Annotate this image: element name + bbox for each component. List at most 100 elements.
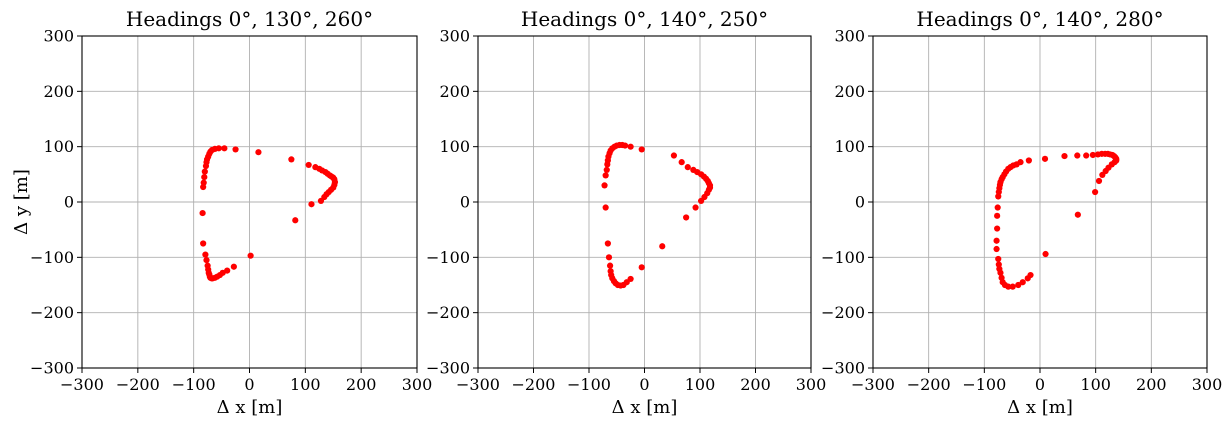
chart-title: Headings 0°, 130°, 260°	[126, 7, 373, 31]
data-point	[201, 174, 208, 181]
data-point	[247, 252, 254, 259]
data-point	[1025, 157, 1032, 164]
chart-panel-3: −300 −200 −100 0 100 200 300 −300 −200 −100 0 100 20…	[821, 7, 1222, 418]
data-point	[1005, 283, 1012, 290]
y-tick-label: 0	[855, 193, 865, 212]
chart-panel-2: −300 −200 −100 0 100 200 300 −300 −200 −100 0 100 20…	[426, 7, 826, 418]
y-tick-label: −100	[821, 248, 865, 267]
x-tick-label: −300	[60, 375, 104, 394]
data-point	[202, 251, 209, 258]
data-point	[994, 212, 1001, 219]
chart-title: Headings 0°, 140°, 250°	[521, 7, 768, 31]
y-tick-label: −300	[426, 359, 470, 378]
data-point	[199, 209, 206, 217]
y-tick-label: 300	[43, 27, 74, 46]
data-point	[200, 240, 207, 247]
data-point	[602, 172, 609, 179]
y-tick-label: 100	[834, 137, 865, 156]
y-tick-label: −200	[426, 303, 470, 322]
data-point	[606, 262, 614, 269]
data-point	[627, 275, 634, 283]
x-axis-label: Δ x [m]	[217, 397, 283, 418]
data-point	[201, 168, 208, 175]
x-tick-label: −100	[172, 375, 216, 394]
y-tick-label: 100	[439, 137, 470, 156]
data-point	[224, 267, 231, 274]
data-point	[602, 204, 609, 211]
data-point	[605, 254, 613, 261]
y-tick-label: −200	[30, 303, 74, 322]
y-tick-label: 100	[43, 137, 74, 156]
chart-panel-1: −300 −200 −100 0 100 200 300 −300 −200 −100 0 100 20…	[11, 7, 432, 418]
x-tick-label: 100	[1080, 375, 1111, 394]
x-tick-label: −200	[907, 375, 951, 394]
data-point	[995, 255, 1002, 263]
data-point	[308, 201, 315, 208]
y-tick-label: 200	[439, 82, 470, 101]
y-tick-label: 300	[834, 27, 865, 46]
data-point	[997, 269, 1004, 276]
data-point	[1095, 177, 1103, 185]
data-point	[288, 156, 295, 163]
y-tick-label: −100	[426, 248, 470, 267]
data-point	[993, 245, 1000, 253]
data-point	[1042, 250, 1049, 258]
data-point	[1092, 188, 1099, 196]
data-point	[692, 204, 699, 211]
data-point	[1061, 152, 1068, 160]
data-point	[1009, 283, 1016, 290]
data-point	[292, 217, 299, 224]
data-point	[255, 149, 262, 156]
data-point	[305, 161, 312, 169]
data-point	[1041, 155, 1049, 162]
data-point	[627, 143, 634, 150]
data-point	[200, 183, 207, 191]
data-point	[683, 214, 690, 221]
data-point	[1019, 279, 1026, 286]
data-point	[232, 146, 239, 153]
y-tick-label: 200	[43, 82, 74, 101]
data-point	[670, 152, 678, 159]
data-point	[1083, 152, 1090, 159]
data-series	[199, 145, 339, 282]
data-point	[1015, 281, 1022, 289]
data-point	[1027, 271, 1034, 279]
data-point	[203, 257, 210, 264]
data-point	[684, 164, 691, 171]
x-tick-label: 300	[402, 375, 433, 394]
y-tick-label: −100	[30, 248, 74, 267]
chart-title: Headings 0°, 140°, 280°	[916, 7, 1163, 31]
data-point	[994, 225, 1001, 232]
data-series	[601, 141, 714, 289]
data-point	[1074, 152, 1081, 159]
data-point	[221, 145, 228, 152]
x-tick-label: −200	[116, 375, 160, 394]
x-tick-label: −200	[512, 375, 556, 394]
y-tick-label: 200	[834, 82, 865, 101]
data-point	[603, 166, 610, 174]
data-point	[638, 146, 645, 153]
x-tick-label: 300	[796, 375, 827, 394]
x-axis-label: Δ x [m]	[612, 397, 678, 418]
data-point	[202, 162, 210, 170]
x-tick-label: 0	[639, 375, 649, 394]
data-point	[638, 264, 645, 271]
x-tick-label: −300	[456, 375, 500, 394]
data-point	[1089, 151, 1096, 159]
data-point	[995, 193, 1002, 200]
x-tick-label: 100	[685, 375, 716, 394]
x-tick-label: 300	[1192, 375, 1223, 394]
data-point	[994, 204, 1001, 211]
data-point	[659, 243, 666, 250]
x-tick-label: 200	[346, 375, 377, 394]
y-tick-label: −300	[821, 359, 865, 378]
x-tick-label: 0	[244, 375, 254, 394]
data-point	[601, 182, 608, 189]
x-tick-label: −100	[567, 375, 611, 394]
x-tick-label: −300	[851, 375, 895, 394]
data-series	[993, 150, 1120, 290]
data-point	[604, 161, 611, 168]
data-point	[604, 240, 611, 247]
y-tick-label: 300	[439, 27, 470, 46]
